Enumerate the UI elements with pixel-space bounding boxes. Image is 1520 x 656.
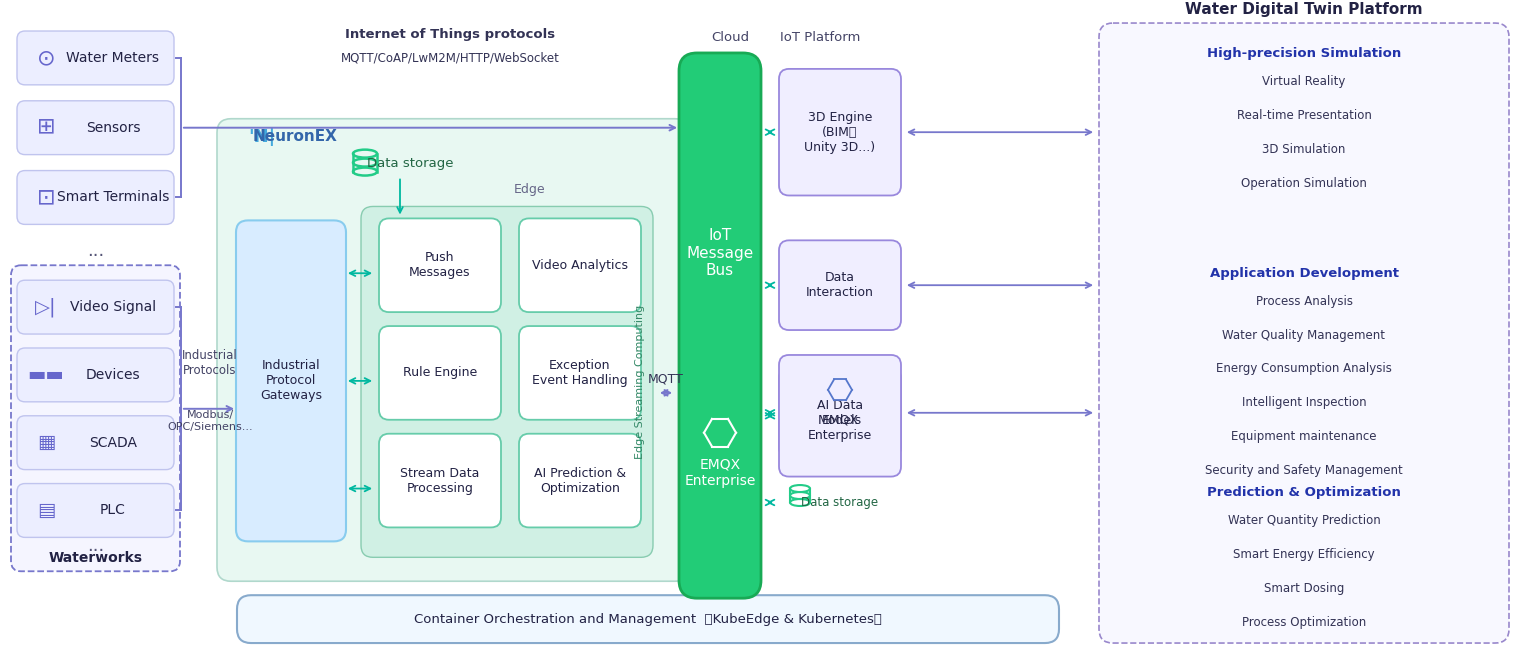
Text: 3D Engine
(BIM、
Unity 3D...): 3D Engine (BIM、 Unity 3D...) [804,111,876,154]
FancyBboxPatch shape [17,348,173,402]
FancyBboxPatch shape [236,220,347,541]
FancyBboxPatch shape [378,434,502,527]
Text: Water Quality Management: Water Quality Management [1222,329,1386,342]
FancyBboxPatch shape [378,326,502,420]
Text: Modbus/
OPC/Siemens...: Modbus/ OPC/Siemens... [167,410,252,432]
Text: Data
Interaction: Data Interaction [806,271,874,299]
Text: ...: ... [87,242,105,260]
FancyBboxPatch shape [17,171,173,224]
Text: Water Quantity Prediction: Water Quantity Prediction [1228,514,1380,527]
FancyBboxPatch shape [778,355,901,476]
FancyBboxPatch shape [778,69,901,195]
Text: Real-time Presentation: Real-time Presentation [1237,110,1371,122]
Text: EMQX
Enterprise: EMQX Enterprise [807,414,872,441]
FancyBboxPatch shape [518,434,641,527]
Text: Smart Dosing: Smart Dosing [1263,582,1344,595]
Text: Video Signal: Video Signal [70,300,157,314]
FancyBboxPatch shape [11,265,179,571]
Text: ▷|: ▷| [35,297,56,317]
Text: Devices: Devices [85,368,140,382]
Text: Edge: Edge [514,183,546,196]
Text: ⊞: ⊞ [36,117,55,138]
Text: Process Optimization: Process Optimization [1242,615,1366,628]
Text: Water Meters: Water Meters [67,51,160,65]
Text: 3D Simulation: 3D Simulation [1262,143,1345,156]
Text: Process Analysis: Process Analysis [1256,295,1353,308]
FancyBboxPatch shape [518,326,641,420]
FancyBboxPatch shape [17,416,173,470]
Text: 'N|: 'N| [248,128,275,146]
Text: Application Development: Application Development [1210,267,1398,279]
FancyBboxPatch shape [17,483,173,537]
Text: IoT Platform: IoT Platform [780,31,860,45]
Text: ...: ... [87,537,105,556]
FancyBboxPatch shape [1099,23,1509,643]
FancyBboxPatch shape [362,207,654,558]
Text: Rule Engine: Rule Engine [403,367,477,379]
FancyBboxPatch shape [17,280,173,334]
Text: Security and Safety Management: Security and Safety Management [1205,464,1403,477]
Text: MQTT: MQTT [648,373,684,385]
Text: Push
Messages: Push Messages [409,251,471,279]
FancyBboxPatch shape [679,53,762,598]
Text: Data storage: Data storage [801,496,879,509]
Text: Cloud: Cloud [711,31,749,45]
Text: MQTT/CoAP/LwM2M/HTTP/WebSocket: MQTT/CoAP/LwM2M/HTTP/WebSocket [340,51,559,64]
Text: AI Data
Models: AI Data Models [816,399,863,427]
FancyBboxPatch shape [17,101,173,155]
Text: Video Analytics: Video Analytics [532,258,628,272]
Text: Water Digital Twin Platform: Water Digital Twin Platform [1186,1,1423,16]
Text: Container Orchestration and Management  （KubeEdge & Kubernetes）: Container Orchestration and Management （… [413,613,882,626]
Text: Smart Energy Efficiency: Smart Energy Efficiency [1233,548,1374,561]
Text: Sensors: Sensors [85,121,140,134]
FancyBboxPatch shape [217,119,689,581]
Text: Prediction & Optimization: Prediction & Optimization [1207,486,1401,499]
Text: Operation Simulation: Operation Simulation [1240,177,1366,190]
Text: EMQX
Enterprise: EMQX Enterprise [684,457,755,487]
Text: SCADA: SCADA [90,436,137,450]
Text: IoT
Message
Bus: IoT Message Bus [687,228,754,278]
Text: Industrial
Protocols: Industrial Protocols [182,349,237,377]
Text: PLC: PLC [100,503,126,518]
Text: Internet of Things protocols: Internet of Things protocols [345,28,555,41]
Text: Virtual Reality: Virtual Reality [1262,75,1345,89]
Text: ▤: ▤ [36,501,55,520]
FancyBboxPatch shape [17,31,173,85]
Text: Edge Streaming Computing: Edge Streaming Computing [635,305,644,459]
Text: Industrial
Protocol
Gateways: Industrial Protocol Gateways [260,359,322,402]
Text: ▦: ▦ [36,433,55,452]
Text: Data storage: Data storage [366,157,453,170]
Text: Smart Terminals: Smart Terminals [56,190,169,205]
Text: Waterworks: Waterworks [49,551,143,565]
Text: ▬▬: ▬▬ [27,365,64,384]
FancyBboxPatch shape [778,240,901,330]
Text: High-precision Simulation: High-precision Simulation [1207,47,1401,60]
Text: Intelligent Inspection: Intelligent Inspection [1242,396,1366,409]
FancyBboxPatch shape [237,595,1059,643]
FancyBboxPatch shape [378,218,502,312]
Text: NeuronEX: NeuronEX [252,129,337,144]
Text: Exception
Event Handling: Exception Event Handling [532,359,628,387]
Text: Equipment maintenance: Equipment maintenance [1231,430,1377,443]
Text: Energy Consumption Analysis: Energy Consumption Analysis [1216,362,1392,375]
FancyBboxPatch shape [778,368,901,458]
Text: Stream Data
Processing: Stream Data Processing [400,466,480,495]
Text: ⊙: ⊙ [36,48,55,68]
Text: AI Prediction &
Optimization: AI Prediction & Optimization [534,466,626,495]
Text: ⊡: ⊡ [36,188,55,207]
FancyBboxPatch shape [518,218,641,312]
